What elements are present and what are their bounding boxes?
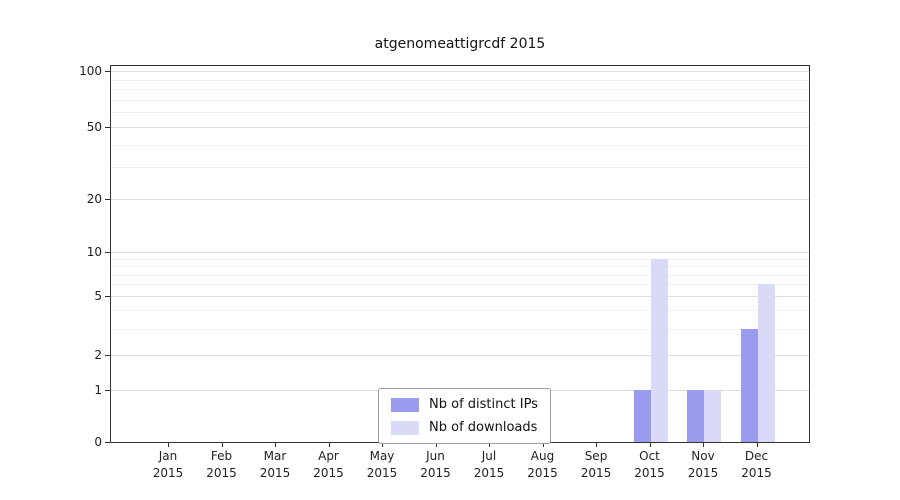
bar-nb-of-distinct-ips-dec <box>740 328 758 442</box>
bar-nb-of-distinct-ips-oct <box>633 390 651 442</box>
x-tick-mark <box>542 443 544 447</box>
x-tick-label: Sep 2015 <box>580 449 612 481</box>
x-tick-label: Dec 2015 <box>741 449 772 481</box>
x-tick-mark <box>596 443 597 447</box>
minor-gridline <box>111 328 809 330</box>
x-tick-mark <box>221 443 223 447</box>
y-tick-label: 10 <box>86 245 102 259</box>
x-tick-label: Apr 2015 <box>313 449 344 481</box>
legend-item: Nb of downloads <box>391 420 538 435</box>
x-tick-label: Aug 2015 <box>527 449 558 481</box>
bar-nb-of-downloads-nov <box>704 390 721 442</box>
major-gridline <box>111 252 809 253</box>
major-gridline <box>111 127 809 128</box>
minor-gridline <box>111 167 809 169</box>
x-tick-mark <box>435 443 437 447</box>
y-tick-mark <box>105 127 110 128</box>
x-tick-label: Feb 2015 <box>206 449 237 481</box>
x-tick-mark <box>328 443 330 447</box>
minor-gridline <box>111 144 809 146</box>
x-tick-mark <box>382 443 383 447</box>
x-tick-label: Nov 2015 <box>687 449 719 481</box>
minor-gridline <box>111 99 809 101</box>
legend-label: Nb of distinct IPs <box>429 397 538 412</box>
y-tick-mark <box>105 296 110 297</box>
major-gridline <box>111 296 809 297</box>
minor-gridline <box>111 112 809 114</box>
legend: Nb of distinct IPs Nb of downloads <box>378 388 551 444</box>
y-tick-mark <box>105 199 110 200</box>
y-tick-mark <box>105 252 110 253</box>
x-tick-mark <box>703 443 704 447</box>
minor-gridline <box>111 284 809 286</box>
x-tick-label: Jun 2015 <box>420 449 451 481</box>
bar-nb-of-distinct-ips-nov <box>687 390 704 442</box>
y-tick-mark <box>105 71 110 72</box>
bar-nb-of-downloads-oct <box>650 258 668 442</box>
x-tick-mark <box>649 443 651 447</box>
minor-gridline <box>111 274 809 276</box>
legend-swatch <box>391 397 419 412</box>
y-tick-label: 50 <box>86 120 102 134</box>
y-tick-mark <box>105 355 110 356</box>
x-tick-label: Mar 2015 <box>259 449 291 481</box>
y-tick-label: 5 <box>94 289 102 303</box>
legend-item: Nb of distinct IPs <box>391 397 538 412</box>
y-tick-label: 0 <box>94 435 102 449</box>
major-gridline <box>111 199 809 200</box>
plot-area <box>110 65 810 443</box>
x-tick-mark <box>489 443 490 447</box>
legend-label: Nb of downloads <box>429 420 538 435</box>
minor-gridline <box>111 310 809 312</box>
minor-gridline <box>111 89 809 91</box>
y-tick-label: 100 <box>79 64 102 78</box>
minor-gridline <box>111 266 809 268</box>
legend-swatch <box>391 420 419 435</box>
major-gridline <box>111 355 809 356</box>
x-tick-label: Jul 2015 <box>473 449 505 481</box>
minor-gridline <box>111 79 809 81</box>
x-tick-mark <box>756 443 758 447</box>
chart-title: atgenomeattigrcdf 2015 <box>374 36 546 52</box>
y-tick-label: 20 <box>86 192 102 206</box>
x-tick-label: Jan 2015 <box>152 449 184 481</box>
x-tick-mark <box>275 443 276 447</box>
y-tick-label: 2 <box>94 348 102 362</box>
minor-gridline <box>111 258 809 260</box>
y-tick-mark <box>105 442 110 443</box>
y-tick-label: 1 <box>94 383 102 397</box>
x-tick-label: May 2015 <box>366 449 398 481</box>
x-tick-mark <box>168 443 169 447</box>
y-tick-mark <box>105 390 110 391</box>
major-gridline <box>111 71 809 72</box>
x-tick-label: Oct 2015 <box>634 449 665 481</box>
bar-nb-of-downloads-dec <box>757 284 775 442</box>
